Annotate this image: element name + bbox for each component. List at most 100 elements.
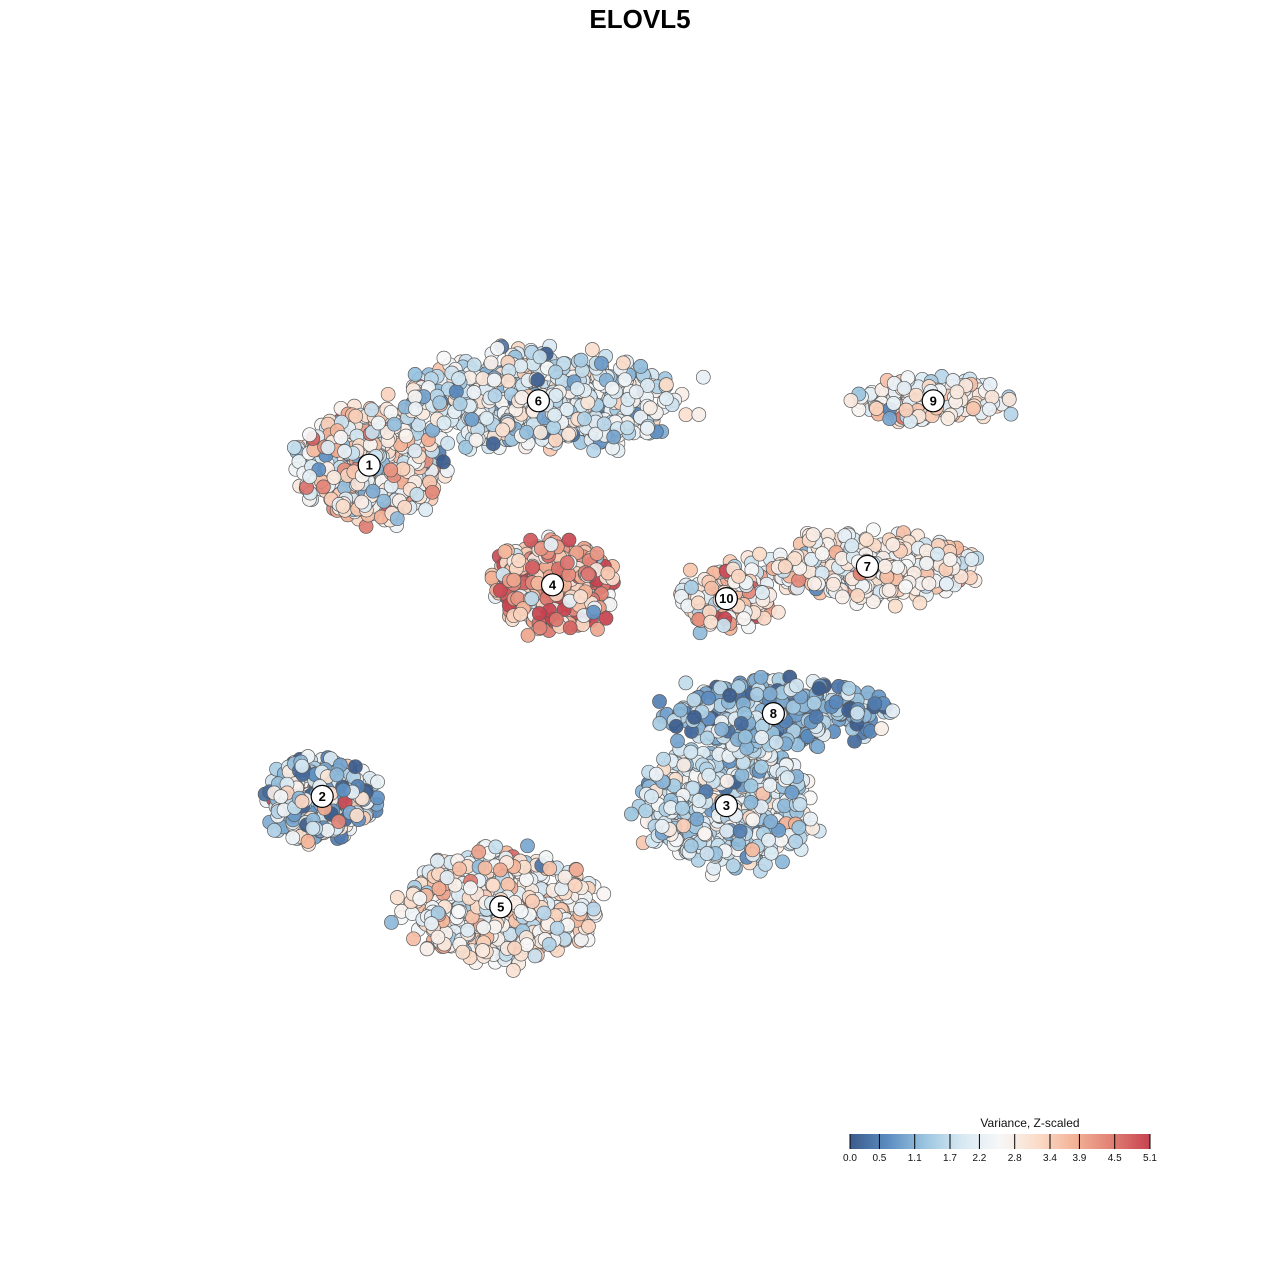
cell-point-cluster-7 xyxy=(964,552,980,567)
cell-point-cluster-5 xyxy=(455,944,471,960)
cluster-label-text: 6 xyxy=(535,393,542,408)
cell-point-cluster-8 xyxy=(699,730,715,746)
cell-point-cluster-5 xyxy=(525,894,540,909)
cell-point-cluster-8 xyxy=(753,669,769,685)
cell-point-cluster-5 xyxy=(536,905,552,921)
cell-point-cluster-1 xyxy=(398,428,414,444)
cluster-label-10: 10 xyxy=(714,586,739,611)
cell-point-cluster-2 xyxy=(300,834,316,849)
cluster-label-4: 4 xyxy=(540,573,565,597)
cell-point-cluster-8 xyxy=(867,696,883,712)
cell-point-cluster-8 xyxy=(687,709,702,725)
cell-point-cluster-8 xyxy=(673,702,688,718)
legend-tick-label: 3.9 xyxy=(1072,1153,1086,1164)
cell-point-cluster-3 xyxy=(676,818,691,834)
cell-point-cluster-3 xyxy=(763,845,779,861)
cell-point-cluster-1 xyxy=(326,470,342,485)
cell-point-cluster-1 xyxy=(348,408,364,424)
cell-point-cluster-5 xyxy=(519,937,535,953)
cell-point-cluster-4 xyxy=(573,589,589,604)
cell-point-cluster-10 xyxy=(755,585,770,601)
cell-point-cluster-3 xyxy=(654,818,670,834)
cell-point-cluster-6 xyxy=(584,342,600,357)
cluster-label-6: 6 xyxy=(526,389,551,413)
cell-point-cluster-3 xyxy=(656,751,671,767)
cell-point-cluster-4 xyxy=(586,604,601,620)
cell-point-cluster-3 xyxy=(697,826,713,842)
cell-point-cluster-3 xyxy=(743,795,759,810)
cell-point-cluster-6 xyxy=(570,381,585,397)
cell-point-cluster-3 xyxy=(699,846,715,861)
cell-point-cluster-3 xyxy=(701,767,717,783)
cell-point-cluster-4 xyxy=(598,610,614,626)
cell-point-cluster-8 xyxy=(652,716,668,731)
cell-point-cluster-10 xyxy=(736,611,752,627)
cell-point-cluster-7 xyxy=(835,589,850,605)
cell-point-cluster-8 xyxy=(847,733,862,749)
cell-point-cluster-3 xyxy=(763,814,779,830)
cell-point-cluster-9 xyxy=(940,411,956,426)
cell-point-cluster-6 xyxy=(468,432,484,448)
cell-point-cluster-1 xyxy=(371,415,386,431)
cell-point-cluster-3 xyxy=(638,803,654,819)
cell-point-cluster-6 xyxy=(617,372,633,388)
cell-point-cluster-10 xyxy=(731,568,746,584)
cell-point-cluster-10 xyxy=(683,562,698,578)
cell-point-cluster-5 xyxy=(460,922,476,938)
cell-point-cluster-6 xyxy=(380,386,396,402)
cell-point-cluster-5 xyxy=(596,886,612,902)
cell-point-cluster-6 xyxy=(495,422,510,438)
cell-point-cluster-2 xyxy=(348,759,363,775)
cell-point-cluster-5 xyxy=(477,860,493,876)
legend-tick-label: 2.2 xyxy=(972,1153,986,1164)
cell-point-cluster-6 xyxy=(364,402,379,418)
cell-point-cluster-5 xyxy=(430,929,446,945)
cell-point-cluster-9 xyxy=(843,393,859,408)
cell-point-cluster-8 xyxy=(722,688,738,703)
cell-point-cluster-9 xyxy=(908,387,924,403)
cell-point-cluster-3 xyxy=(689,811,705,827)
cell-point-cluster-1 xyxy=(383,462,399,478)
cell-point-cluster-2 xyxy=(329,767,345,783)
cell-point-cluster-9 xyxy=(869,401,884,416)
cell-point-cluster-5 xyxy=(430,853,445,869)
cluster-label-text: 10 xyxy=(719,591,733,606)
cell-point-cluster-5 xyxy=(488,839,504,855)
legend-tick-label: 0.0 xyxy=(843,1153,857,1164)
cell-point-cluster-4 xyxy=(524,591,540,606)
cell-point-cluster-8 xyxy=(670,733,685,749)
cell-point-cluster-1 xyxy=(409,487,425,502)
cell-point-cluster-8 xyxy=(686,692,702,708)
cell-point-cluster-7 xyxy=(912,595,928,611)
cell-point-cluster-5 xyxy=(520,838,535,854)
cell-point-cluster-6 xyxy=(408,401,423,417)
cell-point-cluster-8 xyxy=(810,739,826,755)
chart-title: ELOVL5 xyxy=(589,4,691,34)
cell-point-cluster-6 xyxy=(586,443,602,458)
cell-point-cluster-9 xyxy=(965,401,981,416)
cell-point-cluster-5 xyxy=(476,920,491,935)
cell-point-cluster-1 xyxy=(302,469,318,485)
cell-point-cluster-6 xyxy=(483,355,499,371)
cell-point-cluster-8 xyxy=(768,734,784,750)
cell-point-cluster-6 xyxy=(486,372,502,388)
cell-point-cluster-6 xyxy=(628,384,644,400)
cell-point-cluster-2 xyxy=(331,814,346,829)
cell-point-cluster-6 xyxy=(464,412,480,427)
cell-point-cluster-5 xyxy=(581,919,596,934)
cell-point-cluster-5 xyxy=(549,920,565,936)
cluster-label-1: 1 xyxy=(357,453,381,477)
cell-point-cluster-5 xyxy=(493,862,508,878)
cell-point-cluster-6 xyxy=(546,420,561,435)
cell-point-cluster-9 xyxy=(984,389,1000,405)
legend-tick-label: 1.7 xyxy=(943,1153,957,1164)
cell-point-cluster-9 xyxy=(1001,392,1017,407)
cell-point-cluster-8 xyxy=(652,694,667,709)
cell-point-cluster-6 xyxy=(514,390,530,405)
cell-point-cluster-7 xyxy=(826,576,841,592)
cell-point-cluster-6 xyxy=(440,435,456,451)
cluster-label-text: 2 xyxy=(319,789,326,804)
cell-point-cluster-6 xyxy=(466,385,482,400)
cell-point-cluster-1 xyxy=(316,479,331,495)
cell-point-cluster-7 xyxy=(942,552,958,567)
